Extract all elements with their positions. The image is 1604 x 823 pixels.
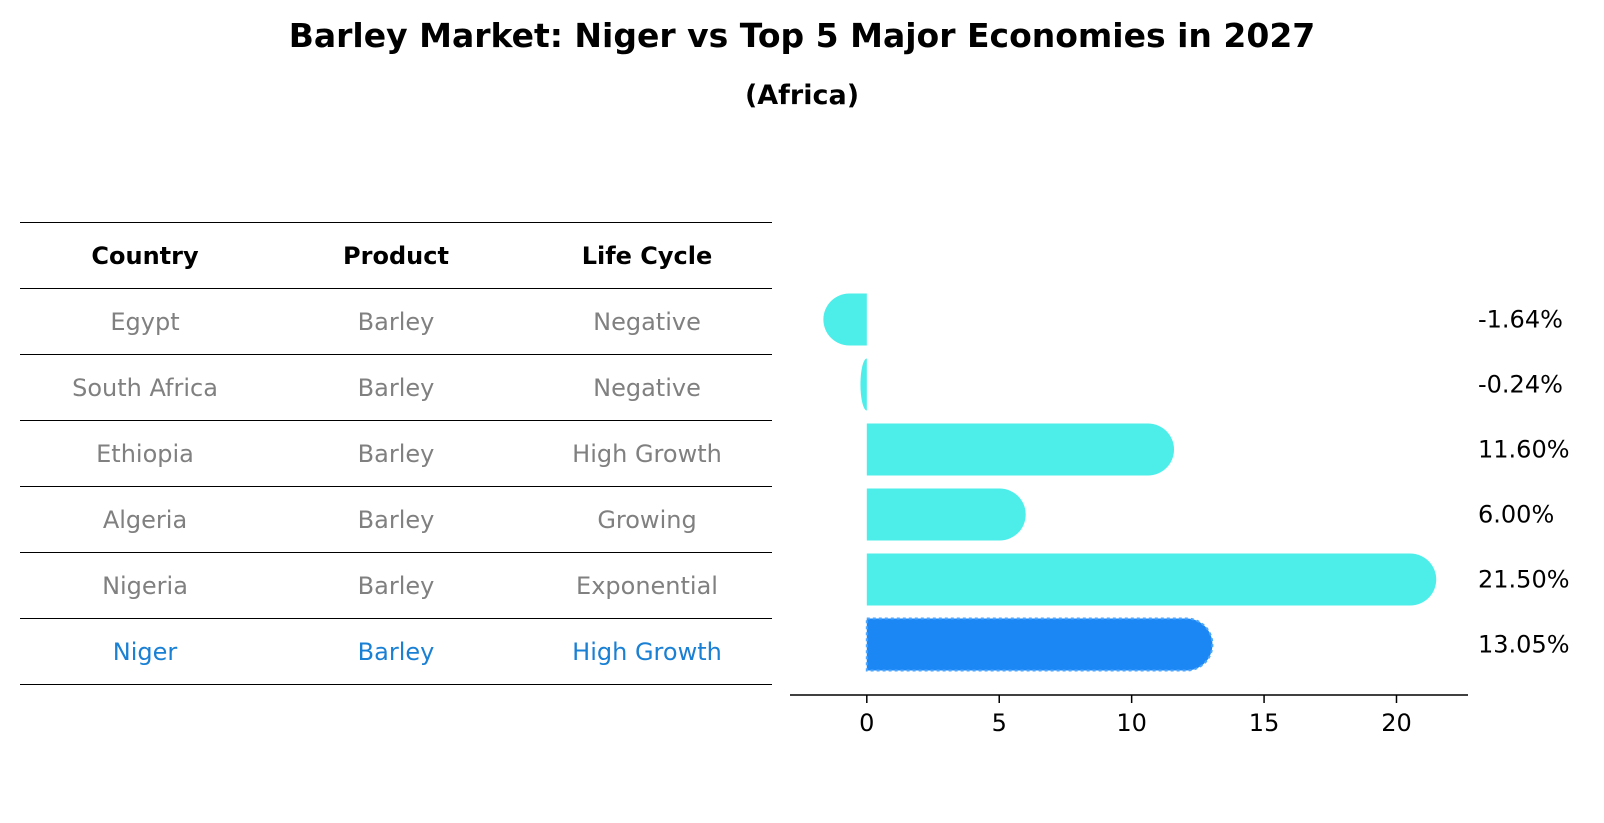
cell-country: Ethiopia	[20, 420, 270, 487]
cell-product: Barley	[270, 486, 522, 553]
bar-niger	[865, 617, 1214, 672]
table-header-row: Country Product Life Cycle	[20, 222, 772, 289]
cell-country: South Africa	[20, 354, 270, 421]
data-label: 11.60%	[1478, 436, 1570, 464]
cell-product: Barley	[270, 552, 522, 619]
cell-country: Egypt	[20, 288, 270, 355]
table-row-highlight: Niger Barley High Growth	[20, 618, 772, 685]
table-row: South Africa Barley Negative	[20, 354, 772, 421]
bar-ethiopia	[866, 423, 1175, 476]
bar-algeria	[866, 488, 1026, 541]
cell-country: Nigeria	[20, 552, 270, 619]
x-tick-label: 0	[859, 709, 874, 737]
cell-product: Barley	[270, 354, 522, 421]
table-row: Nigeria Barley Exponential	[20, 552, 772, 619]
cell-country: Niger	[20, 618, 270, 685]
cell-product: Barley	[270, 618, 522, 685]
table-row: Egypt Barley Negative	[20, 288, 772, 355]
chart-title: Barley Market: Niger vs Top 5 Major Econ…	[288, 16, 1316, 55]
cell-life-cycle: Negative	[522, 288, 772, 355]
x-tick-label: 5	[992, 709, 1007, 737]
cell-product: Barley	[270, 288, 522, 355]
data-label: -1.64%	[1478, 306, 1563, 334]
data-label: 21.50%	[1478, 566, 1570, 594]
cell-country: Algeria	[20, 486, 270, 553]
x-tick-label: 15	[1249, 709, 1280, 737]
header-product: Product	[270, 222, 522, 289]
x-tick-label: 10	[1116, 709, 1147, 737]
x-tick-label: 20	[1381, 709, 1412, 737]
bar-egypt	[823, 293, 867, 346]
cell-life-cycle: High Growth	[522, 618, 772, 685]
cell-life-cycle: High Growth	[522, 420, 772, 487]
chart-subtitle: (Africa)	[744, 80, 860, 111]
data-label: 6.00%	[1478, 501, 1554, 529]
data-label: -0.24%	[1478, 371, 1563, 399]
cell-life-cycle: Negative	[522, 354, 772, 421]
cell-product: Barley	[270, 420, 522, 487]
table-row: Ethiopia Barley High Growth	[20, 420, 772, 487]
header-country: Country	[20, 222, 270, 289]
table-row: Algeria Barley Growing	[20, 486, 772, 553]
header-life-cycle: Life Cycle	[522, 222, 772, 289]
country-table: Country Product Life Cycle Egypt Barley …	[20, 222, 772, 685]
bar-nigeria	[866, 553, 1437, 606]
cell-life-cycle: Exponential	[522, 552, 772, 619]
data-label: 13.05%	[1478, 631, 1570, 659]
cell-life-cycle: Growing	[522, 486, 772, 553]
bar-south-africa	[860, 358, 867, 411]
